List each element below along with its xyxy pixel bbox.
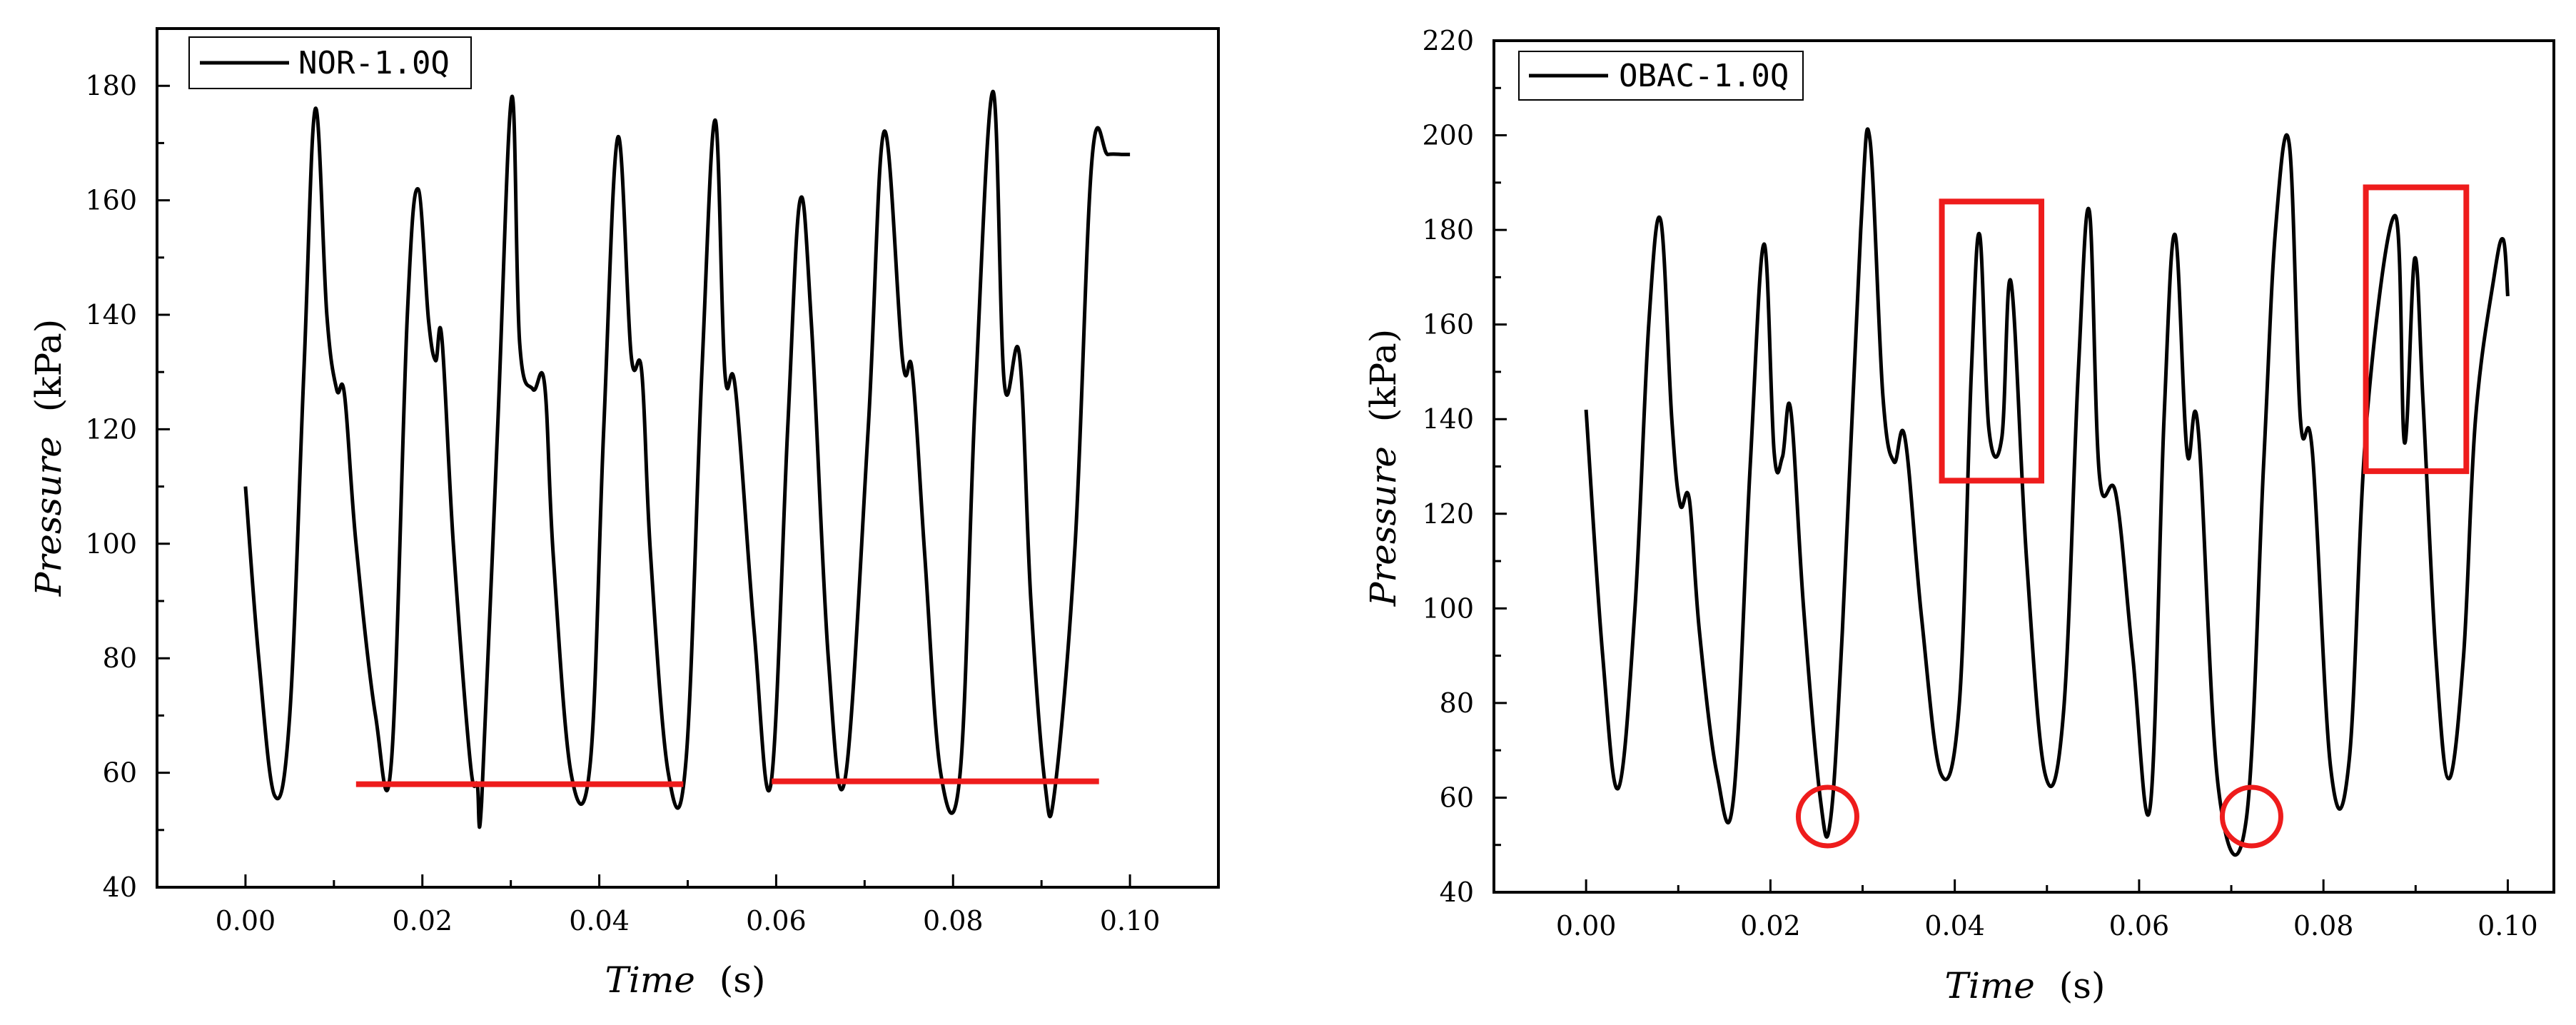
y-axis-title-unit: (kPa): [1363, 329, 1404, 423]
y-tick-label: 40: [103, 872, 137, 903]
x-axis-title-var: Time: [1945, 965, 2035, 1006]
x-tick-label: 0.06: [2109, 910, 2170, 941]
x-tick-label: 0.08: [2293, 910, 2354, 941]
y-tick-label: 140: [1422, 403, 1474, 435]
x-axis-title-unit: (s): [2059, 965, 2106, 1006]
x-tick-label: 0.10: [2477, 910, 2538, 941]
highlight-circle: [2219, 784, 2283, 849]
x-tick-label: 0.04: [1924, 910, 1985, 941]
x-tick-label: 0.00: [216, 905, 276, 936]
axis-ticks: 0.00 0.02 0.04 0.06 0.08 0.10 40 60 80 100 120 140 1…: [1422, 25, 2537, 941]
y-axis-title: Pressure (kPa): [1363, 329, 1404, 607]
y-tick-label: 180: [85, 70, 137, 101]
x-axis-title: Time (s): [605, 959, 766, 1001]
chart-nor: 0.00 0.02 0.04 0.06 0.08 0.10 40 60 80 100 120 140 1…: [28, 27, 1220, 1001]
legend: OBAC-1.0Q: [1518, 51, 1804, 101]
x-tick-label: 0.08: [923, 905, 984, 936]
y-tick-label: 60: [103, 757, 137, 789]
x-axis-title: Time (s): [1945, 965, 2106, 1006]
y-tick-label: 40: [1440, 877, 1474, 908]
y-tick-label: 60: [1440, 782, 1474, 813]
x-tick-label: 0.00: [1556, 910, 1617, 941]
y-tick-label: 80: [1440, 687, 1474, 719]
y-axis-title-var: Pressure: [1363, 446, 1404, 607]
y-axis-title-unit: (kPa): [28, 319, 69, 413]
plot-marks: [243, 89, 1131, 829]
x-tick-label: 0.10: [1100, 905, 1161, 936]
x-tick-label: 0.02: [392, 905, 453, 936]
x-tick-label: 0.02: [1740, 910, 1801, 941]
highlight-rectangle: [1939, 198, 2045, 484]
y-axis-title-var: Pressure: [28, 436, 69, 597]
legend-label: OBAC-1.0Q: [1619, 58, 1789, 94]
highlight-circle: [1795, 784, 1859, 849]
y-tick-label: 200: [1422, 120, 1474, 151]
y-tick-label: 120: [1422, 498, 1474, 530]
y-tick-label: 160: [85, 185, 137, 216]
x-axis-title-unit: (s): [719, 959, 766, 1001]
chart-obac: 0.00 0.02 0.04 0.06 0.08 0.10 40 60 80 100 120 140 1…: [1363, 25, 2555, 1006]
series-line: [243, 89, 1131, 829]
legend: NOR-1.0Q: [188, 36, 472, 89]
y-tick-label: 140: [85, 299, 137, 330]
x-tick-label: 0.06: [746, 905, 807, 936]
y-tick-label: 220: [1422, 25, 1474, 56]
y-tick-label: 180: [1422, 214, 1474, 246]
x-axis-title-var: Time: [605, 959, 695, 1001]
legend-label: NOR-1.0Q: [298, 45, 450, 81]
axis-ticks: 0.00 0.02 0.04 0.06 0.08 0.10 40 60 80 100 120 140 1…: [85, 70, 1160, 936]
y-tick-label: 80: [103, 642, 137, 674]
y-tick-label: 100: [85, 528, 137, 560]
plot-marks: [1584, 127, 2510, 857]
x-tick-label: 0.04: [569, 905, 630, 936]
y-axis-title: Pressure (kPa): [28, 319, 69, 597]
highlight-rectangle: [2363, 184, 2470, 475]
legend-box: [1518, 51, 1804, 101]
y-tick-label: 100: [1422, 592, 1474, 624]
y-tick-label: 120: [85, 413, 137, 445]
series-line: [1584, 127, 2510, 857]
y-tick-label: 160: [1422, 309, 1474, 340]
plot-frame: [1492, 39, 2555, 894]
